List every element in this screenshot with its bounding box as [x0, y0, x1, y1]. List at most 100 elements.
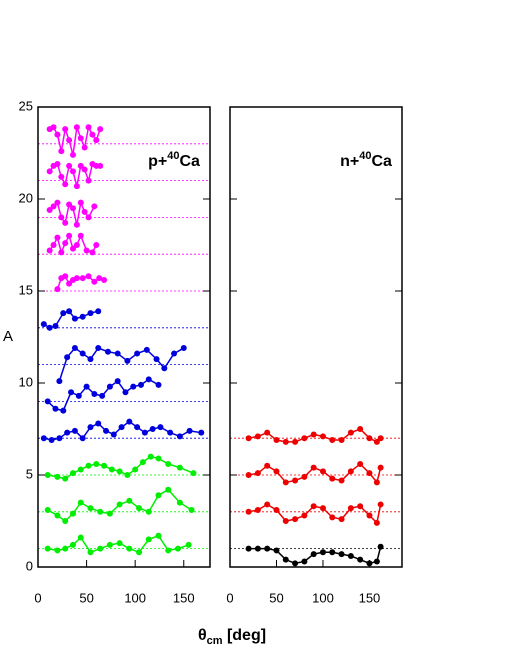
data-point: [373, 479, 380, 486]
x-tick-label: 0: [226, 590, 233, 605]
data-point: [338, 551, 345, 558]
data-point: [62, 475, 69, 482]
data-point: [87, 356, 94, 363]
data-point: [136, 549, 143, 556]
data-point: [155, 492, 162, 499]
data-point: [373, 558, 380, 565]
x-label-sub: cm: [207, 635, 223, 647]
data-point: [79, 313, 86, 320]
data-point: [62, 240, 69, 247]
data-point: [73, 124, 80, 131]
data-point: [161, 365, 168, 372]
data-point: [245, 435, 252, 442]
data-point: [155, 455, 162, 462]
data-point: [273, 437, 280, 444]
x-label-rest: [deg]: [223, 627, 267, 644]
data-point: [245, 545, 252, 552]
data-point: [310, 503, 317, 510]
data-point: [62, 181, 69, 188]
data-point: [138, 381, 145, 388]
data-point: [87, 505, 94, 512]
data-point: [147, 453, 154, 460]
data-point: [66, 232, 73, 239]
x-tick-label: 0: [34, 590, 41, 605]
y-tick-label: 0: [26, 558, 33, 573]
data-point: [373, 519, 380, 526]
data-point: [97, 545, 104, 552]
data-point: [69, 541, 76, 548]
data-point: [171, 350, 178, 357]
data-point: [185, 541, 192, 548]
data-point: [165, 460, 172, 467]
data-point: [89, 131, 96, 138]
data-point: [329, 437, 336, 444]
data-point: [155, 532, 162, 539]
data-point: [153, 356, 160, 363]
data-point: [264, 462, 271, 469]
data-point: [73, 242, 80, 248]
data-point: [347, 552, 354, 559]
data-point: [338, 516, 345, 523]
data-point: [116, 501, 123, 508]
data-point: [91, 203, 98, 210]
data-point: [198, 429, 205, 436]
data-point: [357, 503, 364, 510]
data-point: [110, 431, 117, 438]
data-point: [62, 545, 69, 552]
data-point: [122, 389, 129, 396]
data-point: [273, 547, 280, 554]
data-point: [134, 424, 141, 431]
data-point: [87, 549, 94, 556]
annotation: n+40Ca: [340, 150, 392, 170]
data-point: [126, 418, 133, 425]
fit-curve: [47, 534, 189, 554]
data-point: [56, 435, 63, 442]
data-point: [64, 354, 71, 361]
data-point: [282, 556, 289, 563]
data-point: [292, 477, 299, 484]
data-point: [77, 162, 84, 169]
data-point: [54, 547, 61, 554]
data-point: [282, 438, 289, 445]
data-point: [99, 392, 106, 399]
data-point: [124, 357, 131, 364]
data-point: [79, 275, 86, 282]
data-point: [143, 346, 150, 353]
data-point: [62, 273, 69, 280]
data-point: [62, 219, 69, 226]
data-point: [95, 345, 102, 352]
data-point: [124, 472, 131, 478]
data-point: [91, 391, 98, 398]
data-point: [85, 177, 92, 184]
data-point: [366, 470, 373, 477]
data-point: [282, 479, 289, 486]
data-point: [310, 551, 317, 558]
data-point: [145, 508, 152, 515]
data-point: [301, 473, 308, 480]
data-point: [292, 516, 299, 523]
data-point: [273, 506, 280, 513]
data-point: [46, 207, 53, 214]
fit-curve: [49, 125, 101, 156]
data-point: [165, 486, 172, 493]
data-point: [66, 308, 73, 315]
data-point: [104, 348, 111, 355]
data-point: [176, 464, 183, 471]
data-point: [71, 427, 78, 434]
data-point: [79, 435, 86, 442]
data-point: [347, 468, 354, 475]
fit-curve: [248, 462, 382, 484]
annotation-suffix: Ca: [179, 153, 200, 170]
data-point: [301, 435, 308, 442]
data-point: [134, 350, 141, 357]
data-point: [114, 378, 121, 385]
data-point: [126, 497, 133, 504]
data-point: [157, 424, 164, 431]
data-point: [245, 472, 252, 478]
x-tick-label: 150: [359, 590, 381, 605]
data-point: [48, 437, 55, 444]
data-point: [95, 420, 102, 427]
data-point: [85, 273, 92, 280]
data-point: [46, 247, 53, 254]
data-point: [126, 545, 133, 552]
